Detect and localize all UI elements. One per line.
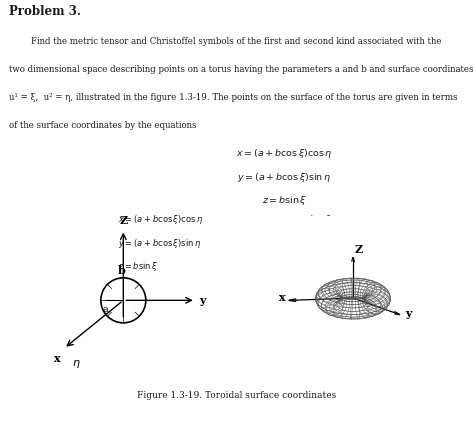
Text: $0 < \eta < 2\pi$: $0 < \eta < 2\pi$ [294,260,337,273]
Text: $z = b\sin\xi$: $z = b\sin\xi$ [262,194,307,207]
Text: u¹ = ξ,  u² = η, illustrated in the figure 1.3-19. The points on the surface of : u¹ = ξ, u² = η, illustrated in the figur… [9,93,458,102]
Text: $y = (a + b\cos\xi)\sin\eta$: $y = (a + b\cos\xi)\sin\eta$ [237,170,331,184]
Text: $x = (a + b\cos\xi)\cos\eta$: $x = (a + b\cos\xi)\cos\eta$ [236,147,333,160]
Text: y: y [199,295,205,306]
Text: Z: Z [119,215,128,226]
Text: $0 < \xi < 2\pi$: $0 < \xi < 2\pi$ [294,237,337,250]
Text: $z = b\sin\xi$: $z = b\sin\xi$ [118,260,159,273]
Text: $\eta$: $\eta$ [73,358,81,370]
Text: $a > b > 0$: $a > b > 0$ [294,214,331,225]
Text: of the surface coordinates by the equations: of the surface coordinates by the equati… [9,121,197,130]
Text: x: x [54,353,61,364]
Text: Find the metric tensor and Christoffel symbols of the first and second kind asso: Find the metric tensor and Christoffel s… [9,37,442,46]
Text: a: a [103,305,109,314]
Text: $x = (a + b\cos\xi)\cos\eta$: $x = (a + b\cos\xi)\cos\eta$ [118,214,204,226]
Text: $y = (a + b\cos\xi)\sin\eta$: $y = (a + b\cos\xi)\sin\eta$ [118,237,202,250]
Text: two dimensional space describing points on a torus having the parameters a and b: two dimensional space describing points … [9,65,474,74]
Text: Problem 3.: Problem 3. [9,5,82,18]
Text: b: b [118,265,126,276]
Text: Figure 1.3-19. Toroidal surface coordinates: Figure 1.3-19. Toroidal surface coordina… [137,391,337,401]
